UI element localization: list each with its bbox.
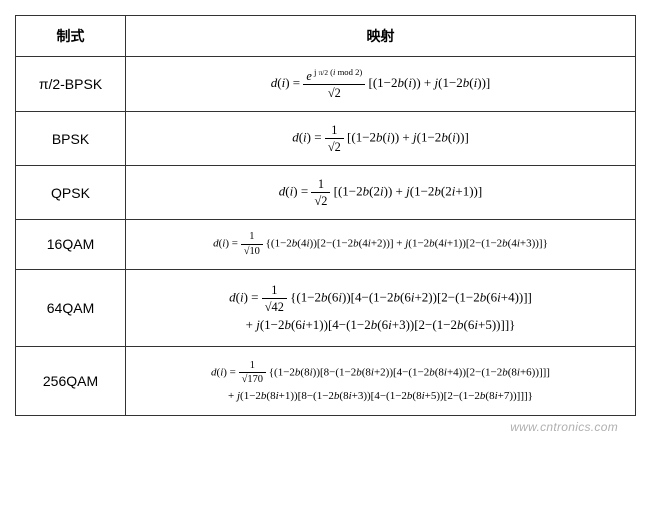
watermark-text: www.cntronics.com [15, 420, 638, 434]
mode-cell: π/2-BPSK [16, 57, 126, 112]
table-row: 256QAM d(i) = 1√170 {(1−2b(8i))[8−(1−2b(… [16, 346, 636, 415]
mode-cell: 16QAM [16, 220, 126, 269]
table-row: π/2-BPSK d(i) = e j π/2 (i mod 2) √2 [(1… [16, 57, 636, 112]
mode-cell: 256QAM [16, 346, 126, 415]
mapping-cell: d(i) = e j π/2 (i mod 2) √2 [(1−2b(i)) +… [126, 57, 636, 112]
table-row: 64QAM d(i) = 1√42 {(1−2b(6i))[4−(1−2b(6i… [16, 269, 636, 346]
modulation-mapping-table: 制式 映射 π/2-BPSK d(i) = e j π/2 (i mod 2) … [15, 15, 636, 416]
header-mode: 制式 [16, 16, 126, 57]
mapping-cell: d(i) = 1√10 {(1−2b(4i))[2−(1−2b(4i+2))] … [126, 220, 636, 269]
table-row: 16QAM d(i) = 1√10 {(1−2b(4i))[2−(1−2b(4i… [16, 220, 636, 269]
mapping-cell: d(i) = 1√42 {(1−2b(6i))[4−(1−2b(6i+2))[2… [126, 269, 636, 346]
mapping-cell: d(i) = 1√170 {(1−2b(8i))[8−(1−2b(8i+2))[… [126, 346, 636, 415]
mode-cell: QPSK [16, 166, 126, 220]
table-row: BPSK d(i) = 1√2 [(1−2b(i)) + j(1−2b(i))] [16, 112, 636, 166]
mode-cell: BPSK [16, 112, 126, 166]
mapping-cell: d(i) = 1√2 [(1−2b(2i)) + j(1−2b(2i+1))] [126, 166, 636, 220]
mapping-cell: d(i) = 1√2 [(1−2b(i)) + j(1−2b(i))] [126, 112, 636, 166]
header-mapping: 映射 [126, 16, 636, 57]
mode-cell: 64QAM [16, 269, 126, 346]
table-row: QPSK d(i) = 1√2 [(1−2b(2i)) + j(1−2b(2i+… [16, 166, 636, 220]
